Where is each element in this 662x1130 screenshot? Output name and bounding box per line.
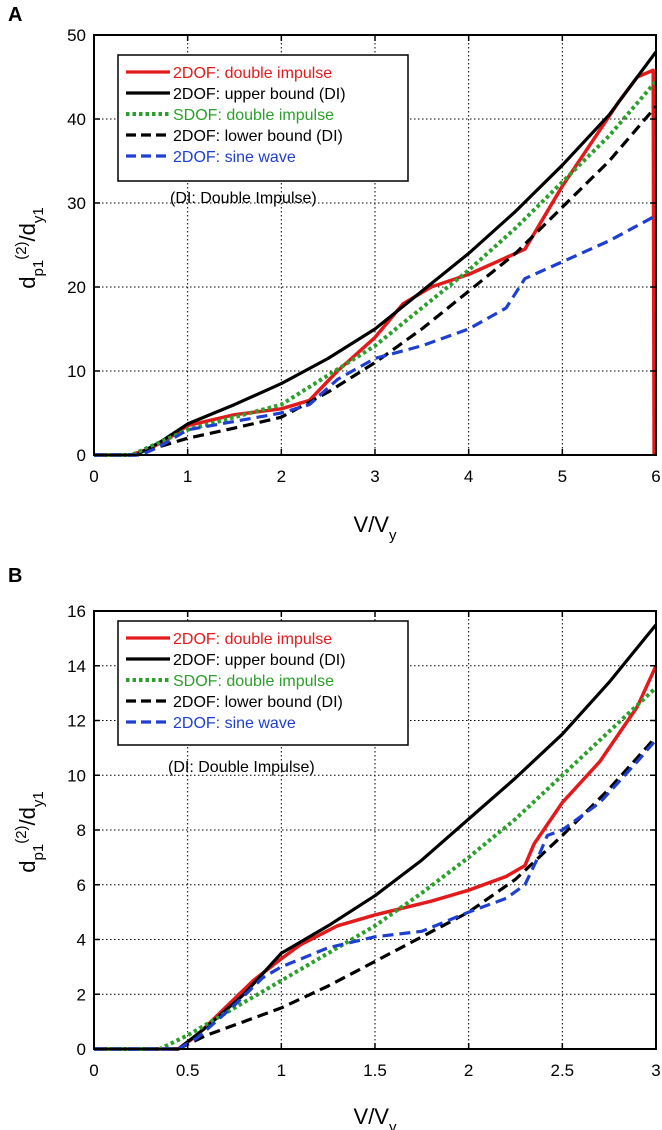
panel-label-a: A [8,4,23,26]
chart-b-series-1 [94,623,658,1051]
chart-b-xtick-label: 1.5 [363,1061,387,1080]
chart-b-xlabel: V/Vy [354,1104,397,1130]
chart-b-series-2 [94,686,658,1051]
chart-b-legend-label-3: 2DOF: lower bound (DI) [173,694,343,711]
chart-a-xtick-label: 5 [558,467,567,486]
chart-b-ylabel: dp1(2)/dy1 [13,791,47,872]
chart-a-ylabel: dp1(2)/dy1 [13,207,47,288]
chart-a-ytick-label: 40 [67,110,86,129]
chart-a-ytick-label: 50 [67,26,86,45]
chart-b-ytick-label: 14 [67,657,86,676]
chart-b-legend-label-0: 2DOF: double impulse [173,631,332,648]
chart-a-xlabel: V/Vy [354,512,397,544]
chart-b-ytick-label: 10 [67,766,86,785]
chart-a-legend-label-4: 2DOF: sine wave [173,149,296,166]
chart-b-xtick-label: 1 [277,1061,286,1080]
chart-b-ytick-label: 2 [77,985,86,1004]
chart-a-xtick-label: 2 [277,467,286,486]
chart-a-ytick-label: 0 [77,446,86,465]
chart-a-legend-label-0: 2DOF: double impulse [173,65,332,82]
chart-a-xtick-label: 1 [183,467,192,486]
chart-b-ytick-label: 6 [77,876,86,895]
chart-a-ytick-label: 10 [67,362,86,381]
chart-b-ytick-label: 8 [77,821,86,840]
chart-a-xtick-label: 0 [89,467,98,486]
chart-b-xtick-label: 3 [651,1061,660,1080]
chart-a-xtick-label: 3 [370,467,379,486]
chart-b-xtick-label: 2 [464,1061,473,1080]
chart-b-ytick-label: 12 [67,712,86,731]
chart-b-xtick-label: 0.5 [176,1061,200,1080]
chart-b-legend-label-4: 2DOF: sine wave [173,715,296,732]
chart-b-legend-label-2: SDOF: double impulse [173,673,334,690]
chart-a-legend-label-2: SDOF: double impulse [173,107,334,124]
chart-a-xtick-label: 4 [464,467,473,486]
chart-b-series-4 [94,738,658,1051]
chart-b-legend-box [117,620,409,746]
chart-b-ytick-label: 0 [77,1040,86,1059]
chart-b-xtick-label: 2.5 [551,1061,575,1080]
panel-label-b: B [8,565,23,587]
chart-a-legend-label-3: 2DOF: lower bound (DI) [173,128,343,145]
chart-a-xtick-label: 6 [651,467,660,486]
chart-b-ytick-label: 16 [67,602,86,621]
chart-b-ytick-label: 4 [77,931,86,950]
chart-b-series-0 [94,665,658,1051]
chart-a: 0 1 2 3 4 5 6 0 10 20 30 40 50 V/Vy dp1(2)/dy1 2DOF: do… [13,26,661,544]
chart-a-ytick-label: 30 [67,194,86,213]
chart-a-legend-box [117,54,409,182]
chart-a-series-4 [94,214,657,457]
chart-a-annotation: (DI: Double Impulse) [170,190,317,207]
chart-a-legend-label-1: 2DOF: upper bound (DI) [173,86,346,103]
chart-b-legend-label-1: 2DOF: upper bound (DI) [173,652,346,669]
chart-b-annotation: (DI: Double Impulse) [168,759,315,776]
chart-b-series-3 [94,735,658,1051]
chart-b: 0 0.5 1 1.5 2 2.5 3 0 2 4 6 8 10 12 14 16 V/Vy dp1(2)/dy1… [13,602,661,1130]
chart-b-xtick-label: 0 [89,1061,98,1080]
chart-a-ytick-label: 20 [67,278,86,297]
